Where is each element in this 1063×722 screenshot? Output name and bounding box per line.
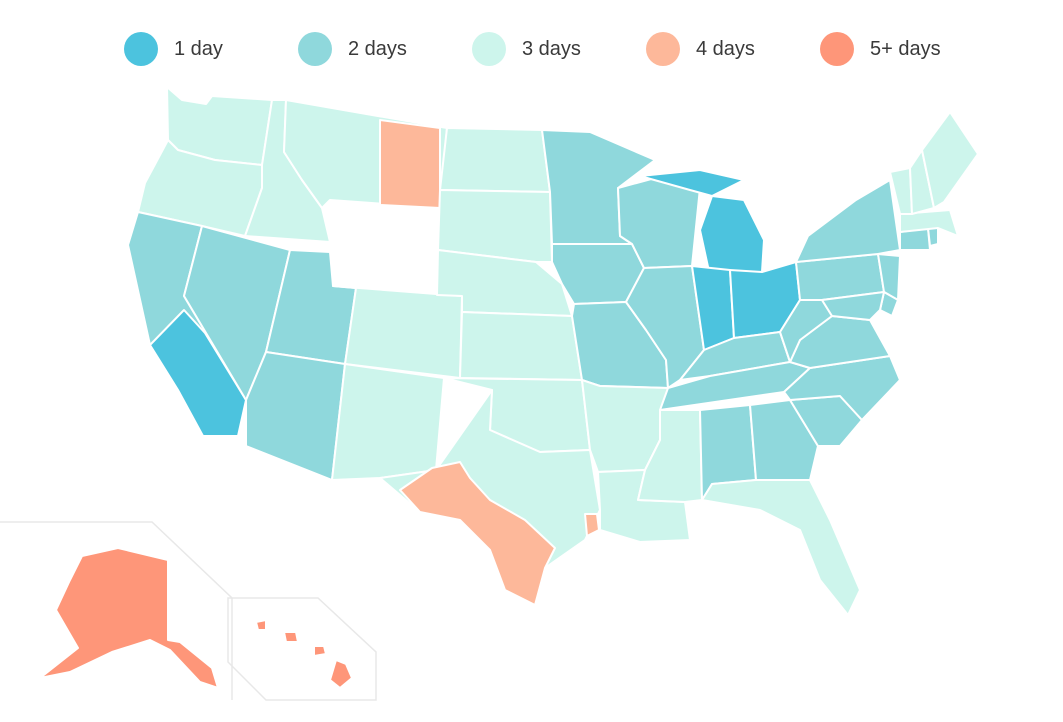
state-massachusetts[interactable] xyxy=(899,209,959,237)
legend-swatch-1-day xyxy=(124,32,158,66)
state-new-york[interactable] xyxy=(795,179,901,263)
state-north-dakota[interactable] xyxy=(439,127,551,193)
legend-item-3-days: 3 days xyxy=(472,32,581,66)
legend-item-1-day: 1 day xyxy=(124,32,223,66)
state-texas-east[interactable] xyxy=(584,513,600,537)
state-michigan[interactable] xyxy=(699,195,765,277)
legend-swatch-2-days xyxy=(298,32,332,66)
alaska-inset-frame xyxy=(0,521,233,700)
legend-swatch-5-plus-days xyxy=(820,32,854,66)
legend-item-4-days: 4 days xyxy=(646,32,755,66)
state-maine[interactable] xyxy=(921,111,979,209)
hawaii-island-kauai xyxy=(255,619,267,631)
legend-swatch-3-days xyxy=(472,32,506,66)
state-texas-west[interactable] xyxy=(399,461,556,606)
map-legend: 1 day 2 days 3 days 4 days 5+ days xyxy=(0,0,1063,100)
state-wyoming[interactable] xyxy=(379,119,441,209)
state-michigan-upper[interactable] xyxy=(639,169,745,197)
legend-label-3-days: 3 days xyxy=(522,37,581,60)
state-hawaii[interactable] xyxy=(255,619,353,689)
legend-label-4-days: 4 days xyxy=(696,37,755,60)
hawaii-island-big xyxy=(329,659,353,689)
state-california-south[interactable] xyxy=(149,309,247,437)
legend-label-5-plus-days: 5+ days xyxy=(870,37,941,60)
state-alaska[interactable] xyxy=(39,547,219,689)
legend-item-2-days: 2 days xyxy=(298,32,407,66)
state-florida[interactable] xyxy=(701,479,861,616)
state-kansas[interactable] xyxy=(459,311,583,381)
legend-swatch-4-days xyxy=(646,32,680,66)
state-georgia[interactable] xyxy=(749,399,819,481)
state-arizona[interactable] xyxy=(245,351,346,481)
legend-label-2-days: 2 days xyxy=(348,37,407,60)
hawaii-island-oahu xyxy=(283,631,299,643)
hawaii-inset-frame xyxy=(227,597,377,701)
state-south-dakota[interactable] xyxy=(437,189,553,263)
legend-label-1-day: 1 day xyxy=(174,37,223,60)
state-new-mexico[interactable] xyxy=(331,363,445,481)
hawaii-island-maui xyxy=(313,645,327,657)
legend-item-5-plus-days: 5+ days xyxy=(820,32,941,66)
state-rhode-island[interactable] xyxy=(927,227,939,247)
state-maryland[interactable] xyxy=(821,291,885,321)
